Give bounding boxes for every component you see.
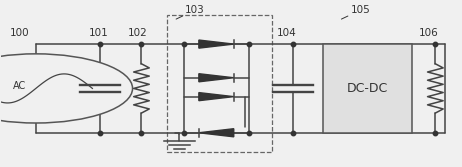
- Polygon shape: [199, 40, 234, 48]
- Text: 105: 105: [350, 5, 370, 15]
- Bar: [167, 15, 272, 152]
- Text: 101: 101: [89, 28, 109, 38]
- Polygon shape: [199, 74, 234, 82]
- Text: DC-DC: DC-DC: [347, 82, 388, 95]
- Text: AC: AC: [13, 81, 27, 91]
- Text: 102: 102: [128, 28, 147, 38]
- Text: 103: 103: [185, 5, 205, 15]
- Polygon shape: [199, 129, 234, 137]
- Circle shape: [0, 54, 133, 123]
- Bar: [323, 44, 413, 133]
- Text: 106: 106: [419, 28, 439, 38]
- Text: 100: 100: [10, 28, 29, 38]
- Polygon shape: [199, 93, 234, 101]
- Text: 104: 104: [277, 28, 297, 38]
